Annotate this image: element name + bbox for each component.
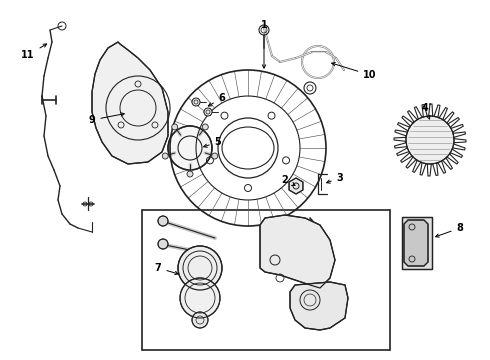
Text: 2: 2 [282,175,295,185]
Circle shape [192,312,208,328]
Circle shape [192,98,200,106]
Circle shape [178,246,222,290]
Text: 11: 11 [21,44,47,60]
Polygon shape [404,220,428,266]
Circle shape [158,239,168,249]
Bar [142,210,390,350]
Circle shape [187,171,193,177]
Text: 9: 9 [89,113,124,125]
Circle shape [202,124,208,130]
Text: 10: 10 [332,63,377,80]
Circle shape [212,153,218,159]
Polygon shape [289,178,303,194]
Circle shape [180,278,220,318]
Polygon shape [290,282,348,330]
Polygon shape [402,217,432,269]
Text: 1: 1 [261,20,268,68]
Polygon shape [260,215,335,288]
Text: 3: 3 [327,173,343,183]
Text: 5: 5 [204,137,221,147]
Circle shape [162,153,168,159]
Text: 7: 7 [155,263,178,275]
Text: 4: 4 [421,103,430,119]
Text: 6: 6 [208,93,225,106]
Circle shape [172,124,178,130]
Circle shape [406,116,454,164]
Text: 8: 8 [436,223,464,237]
Circle shape [204,108,212,116]
Polygon shape [92,42,168,164]
Circle shape [158,216,168,226]
Circle shape [168,126,212,170]
